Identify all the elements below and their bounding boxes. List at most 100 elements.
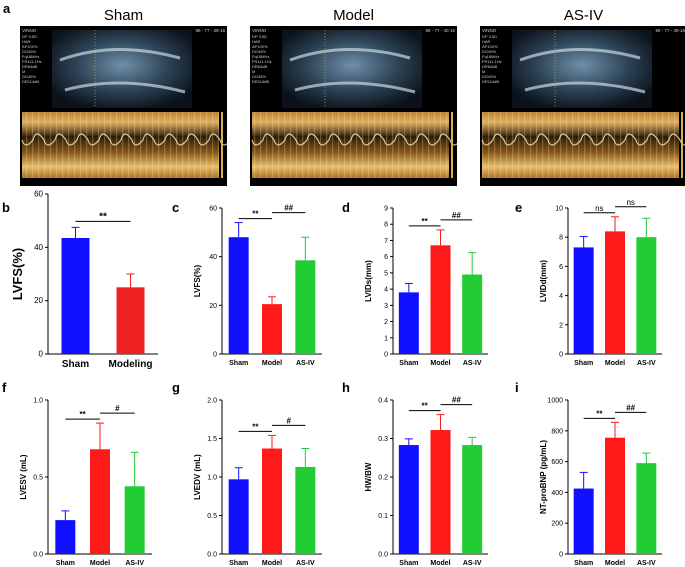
y-tick-label: 0.5 bbox=[33, 475, 43, 482]
y-tick-label: 0 bbox=[213, 352, 217, 359]
gray-scale-bar bbox=[681, 112, 683, 178]
y-axis-label: LVEDV (mL) bbox=[193, 454, 202, 500]
scanner-brand: VINNO bbox=[482, 28, 497, 33]
y-tick-label: 3 bbox=[384, 303, 388, 310]
bar-chart-i: i 0 200 400 600 800 1000 NT-proBNP (pg/mL) Sham M… bbox=[515, 380, 662, 567]
bar-asiv bbox=[462, 445, 483, 554]
bar-modeling bbox=[116, 287, 145, 354]
y-tick-label: 4 bbox=[384, 287, 388, 294]
panel-label: h bbox=[342, 380, 350, 395]
scanner-info-line: M bbox=[22, 69, 25, 74]
y-axis-label: LVFS(%) bbox=[193, 265, 202, 298]
significance-label: ** bbox=[252, 422, 259, 431]
y-tick-label: 9 bbox=[384, 206, 388, 213]
heart-wall-echo bbox=[59, 48, 186, 94]
b-mode-image bbox=[282, 30, 422, 108]
scanner-info-line: DP 3.5D bbox=[482, 34, 497, 39]
scanner-info-line: AP100% bbox=[252, 44, 268, 49]
y-tick-label: 8 bbox=[384, 222, 388, 229]
y-tick-label: 0.0 bbox=[378, 552, 388, 559]
m-mode-strip bbox=[252, 112, 449, 178]
x-tick-label: Sham bbox=[574, 360, 593, 367]
bar-sham bbox=[573, 488, 594, 554]
y-tick-label: 800 bbox=[551, 428, 563, 435]
y-tick-label: 20 bbox=[209, 303, 217, 310]
y-axis-label: NT-proBNP (pg/mL) bbox=[539, 440, 548, 514]
x-tick-label: Sham bbox=[229, 360, 248, 367]
scanner-info-line: DP 3.5D bbox=[22, 34, 37, 39]
bar-model bbox=[430, 245, 451, 354]
y-axis-label: LVIDd(mm) bbox=[539, 260, 548, 302]
m-mode-strip bbox=[482, 112, 679, 178]
bar-sham bbox=[398, 292, 419, 354]
scanner-info-line: Fq18MHz bbox=[252, 54, 269, 59]
y-tick-label: 6 bbox=[559, 264, 563, 271]
scanner-info-line: DR64dB bbox=[252, 64, 267, 69]
scanner-info-line: AP100% bbox=[482, 44, 498, 49]
significance-label: ns bbox=[626, 198, 634, 207]
scanner-info-line: HAR bbox=[482, 39, 491, 44]
scanner-info-line: Fq18MHz bbox=[22, 54, 39, 59]
bar-asiv bbox=[462, 274, 483, 354]
x-tick-label: AS-IV bbox=[125, 560, 144, 567]
x-tick-label: Model bbox=[262, 360, 282, 367]
panel-a-label: a bbox=[3, 1, 11, 16]
y-tick-label: 2.0 bbox=[207, 398, 217, 405]
y-tick-label: 200 bbox=[551, 521, 563, 528]
significance-label: ## bbox=[452, 211, 461, 220]
y-tick-label: 1000 bbox=[547, 398, 563, 405]
significance-label: # bbox=[115, 404, 120, 413]
y-tick-label: 0.0 bbox=[207, 552, 217, 559]
y-tick-label: 60 bbox=[34, 190, 43, 199]
y-tick-label: 0 bbox=[39, 350, 44, 359]
panel-label: g bbox=[172, 380, 180, 395]
y-tick-label: 0.2 bbox=[378, 475, 388, 482]
y-tick-label: 1.5 bbox=[207, 436, 217, 443]
panel-label: e bbox=[515, 200, 522, 215]
scanner-info-line: M bbox=[482, 69, 485, 74]
panel-label: c bbox=[172, 200, 179, 215]
x-tick-label: AS-IV bbox=[463, 360, 482, 367]
echo-image-model: Model VINNO 96 - 77 - 40-16 DP 3.5DHARAP100… bbox=[250, 7, 462, 186]
bar-chart-e: e 0 2 4 6 8 10 LVIDd(mm) Sham Model AS-IV ns ns bbox=[515, 198, 662, 367]
scanner-brand: VINNO bbox=[22, 28, 37, 33]
y-tick-label: 1.0 bbox=[33, 398, 43, 405]
scanner-info-line: AP100% bbox=[22, 44, 38, 49]
y-tick-label: 0.5 bbox=[207, 513, 217, 520]
scanner-info-line: DG45% bbox=[482, 74, 496, 79]
y-tick-label: 0 bbox=[559, 552, 563, 559]
heart-wall-echo bbox=[519, 48, 646, 94]
scanner-timestamp: 96 - 77 - 39-16 bbox=[195, 28, 225, 33]
bar-model bbox=[605, 437, 625, 554]
scanner-info-line: Fq18MHz bbox=[482, 54, 499, 59]
scanner-info-line: DR64dB bbox=[22, 64, 37, 69]
bar-sham bbox=[55, 520, 76, 554]
scanner-info-line: FR111.1Hz bbox=[22, 59, 42, 64]
scanner-info-line: FR111.1Hz bbox=[252, 59, 272, 64]
scanner-timestamp: 96 - 77 - 40-16 bbox=[425, 28, 455, 33]
x-tick-label: Sham bbox=[229, 560, 248, 567]
y-tick-label: 1.0 bbox=[207, 475, 217, 482]
scanner-info-line: DR114dB bbox=[482, 79, 499, 84]
bar-model bbox=[262, 304, 282, 354]
x-tick-label: Model bbox=[262, 560, 282, 567]
bar-asiv bbox=[636, 463, 657, 554]
panel-label: d bbox=[342, 200, 350, 215]
scanner-brand: VINNO bbox=[252, 28, 267, 33]
y-tick-label: 400 bbox=[551, 490, 563, 497]
y-axis-label: LVESV (mL) bbox=[19, 454, 28, 500]
panel-label: f bbox=[2, 380, 7, 395]
y-tick-label: 40 bbox=[34, 243, 43, 252]
bar-model bbox=[605, 231, 625, 354]
significance-label: ** bbox=[252, 210, 259, 219]
scanner-info-line: HAR bbox=[22, 39, 31, 44]
significance-label: ## bbox=[626, 403, 635, 412]
x-tick-label: Sham bbox=[399, 360, 418, 367]
bar-sham bbox=[573, 247, 594, 354]
bar-asiv bbox=[124, 486, 145, 554]
significance-label: ** bbox=[80, 410, 87, 419]
bar-asiv bbox=[636, 237, 657, 354]
x-tick-label: Model bbox=[430, 560, 450, 567]
y-tick-label: 2 bbox=[384, 319, 388, 326]
